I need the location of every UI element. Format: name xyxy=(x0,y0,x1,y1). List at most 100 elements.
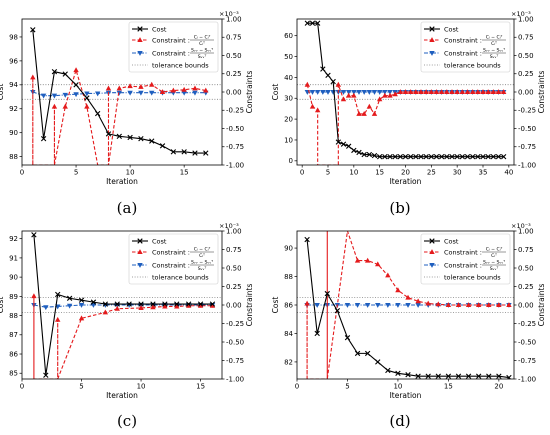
data-point-cost xyxy=(387,153,393,160)
legend-label-c1-numerator: Cₗ − Cₗᵀ xyxy=(486,35,503,41)
data-point-cost xyxy=(344,335,351,341)
data-point-cost xyxy=(496,373,502,379)
legend-label-cost: Cost xyxy=(444,237,459,245)
data-point-cost xyxy=(495,153,502,160)
legend-label-c2-denominator: Sᵥᵥᵀ xyxy=(490,266,499,272)
data-point-cost xyxy=(309,20,316,26)
y2-tick-label: 0.50 xyxy=(226,264,242,272)
series-cost xyxy=(304,20,507,160)
y2-tick-label: -1.00 xyxy=(518,375,536,383)
data-point-cost xyxy=(162,301,168,307)
y2-tick-label: 0.75 xyxy=(518,246,534,254)
x-tick-label: 10 xyxy=(393,383,402,391)
chart-panel-2: 0 5 10 15 20 25 30 35 40 0 10 20 30 40 50 60 1.00 0.75 0.5… xyxy=(271,10,546,217)
y-tick-label: 82 xyxy=(284,358,293,366)
data-point-c1 xyxy=(418,89,424,94)
data-point-c1 xyxy=(138,305,144,310)
legend-label-c1-prefix: Constraint : xyxy=(152,248,190,256)
legend-label-c1-denominator: Cₗᵀ xyxy=(491,41,497,47)
data-point-cost xyxy=(485,153,491,160)
data-point-c1 xyxy=(475,302,482,307)
data-point-c2 xyxy=(325,90,331,95)
legend-marker-cost xyxy=(429,26,435,32)
data-point-c1 xyxy=(356,111,362,116)
data-point-cost xyxy=(465,373,472,379)
y2-tick-label: 0.25 xyxy=(226,283,242,291)
data-point-c2 xyxy=(192,90,198,96)
data-point-cost xyxy=(66,295,73,301)
data-point-c2 xyxy=(314,90,321,95)
data-point-c1 xyxy=(486,302,492,307)
x-tick-label: 5 xyxy=(345,383,349,391)
data-point-c1 xyxy=(392,91,398,97)
data-point-c1 xyxy=(371,111,378,116)
y2-tick-label: -0.75 xyxy=(518,357,536,365)
data-point-c1 xyxy=(149,81,155,87)
y2-tick-label: -0.50 xyxy=(518,125,536,133)
data-point-cost xyxy=(203,150,209,156)
data-point-cost xyxy=(197,301,204,307)
data-point-cost xyxy=(73,82,79,88)
data-point-c2 xyxy=(78,303,85,308)
data-point-c1 xyxy=(445,302,452,307)
x-tick-label: 25 xyxy=(427,169,436,177)
data-point-cost xyxy=(366,151,373,158)
legend-marker-cost xyxy=(429,238,435,244)
data-point-cost xyxy=(78,297,85,303)
data-point-c1 xyxy=(397,89,404,94)
data-point-cost xyxy=(334,308,341,314)
data-point-c1 xyxy=(376,96,383,102)
chart-panel-3: 0 5 10 15 85 86 87 88 89 90 91 92 1.00 0.75 0.50 0.25 0.… xyxy=(0,222,254,430)
legend-label-c2-numerator: Sᵥᵥ − Sᵥᵥᵀ xyxy=(483,48,505,54)
data-point-c2 xyxy=(395,303,401,308)
data-point-c1 xyxy=(162,303,168,309)
y-axis-title: Cost xyxy=(271,297,280,314)
y2-axis-title: Constraints xyxy=(537,71,546,114)
series-c1 xyxy=(304,231,512,379)
data-point-c1 xyxy=(309,103,316,109)
data-point-c1 xyxy=(55,316,61,322)
data-point-cost xyxy=(209,301,216,307)
x-tick-label: 15 xyxy=(180,169,189,177)
legend-label-c1-numerator: Cₗ − Cₗᵀ xyxy=(194,247,211,253)
legend-marker-c1 xyxy=(429,37,435,42)
data-point-c2 xyxy=(309,90,316,95)
y-tick-label: 88 xyxy=(9,153,18,161)
legend-label-c2-prefix: Constraint : xyxy=(152,261,190,269)
x-axis-title: Iteration xyxy=(106,177,138,186)
data-point-cost xyxy=(392,153,398,160)
data-point-c2 xyxy=(415,303,421,308)
data-point-cost xyxy=(149,138,155,144)
data-point-c2 xyxy=(84,91,90,97)
y-tick-label: 85 xyxy=(9,370,18,378)
data-point-c1 xyxy=(402,89,409,94)
y-tick-label: 88 xyxy=(284,273,293,281)
data-point-cost xyxy=(428,153,435,160)
legend-marker-c1 xyxy=(137,249,143,254)
data-point-cost xyxy=(43,372,49,378)
y2-tick-label: 0.25 xyxy=(518,70,534,78)
series-line-cost xyxy=(33,234,213,376)
data-point-cost xyxy=(425,373,431,379)
data-point-c1 xyxy=(30,74,36,80)
y2-tick-label: 0.75 xyxy=(518,34,534,42)
legend-label-c2-numerator: Sᵥᵥ − Sᵥᵥᵀ xyxy=(191,48,213,54)
y-tick-label: 91 xyxy=(9,254,18,262)
y-tick-label: 94 xyxy=(9,81,18,89)
data-point-cost xyxy=(185,301,192,307)
data-point-cost xyxy=(444,153,450,160)
x-tick-label: 20 xyxy=(401,169,410,177)
data-point-c2 xyxy=(314,303,320,308)
data-point-cost xyxy=(385,367,391,374)
data-point-c1 xyxy=(415,298,421,304)
data-point-c1 xyxy=(506,302,512,307)
data-point-c1 xyxy=(116,85,122,91)
data-point-c2 xyxy=(116,90,122,96)
data-point-cost xyxy=(371,152,378,159)
y2-tick-label: -1.00 xyxy=(226,161,244,169)
data-point-c1 xyxy=(375,261,381,267)
y2-tick-label: 1.00 xyxy=(226,227,242,235)
data-point-c2 xyxy=(405,303,411,308)
data-point-c1 xyxy=(407,89,414,94)
legend-label-c2-denominator: Sᵥᵥᵀ xyxy=(198,266,207,272)
